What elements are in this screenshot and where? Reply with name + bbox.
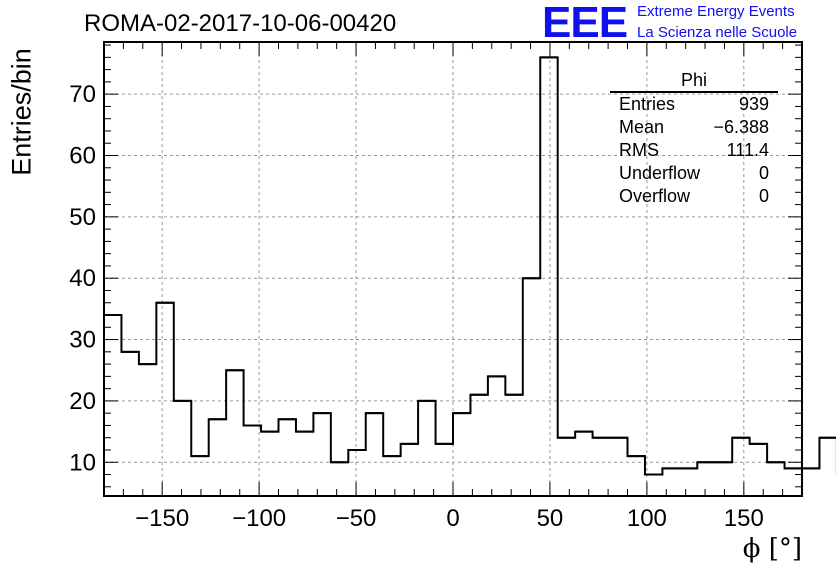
x-tick-label: −150 (135, 505, 189, 532)
y-tick-label: 70 (69, 81, 96, 108)
y-tick-label: 50 (69, 204, 96, 231)
stats-value: −6.388 (713, 117, 769, 137)
stats-box: Phi Entries 939 Mean −6.388 RMS 111.4 Un… (610, 70, 778, 208)
x-tick-label: 50 (537, 505, 564, 532)
stats-row-rms: RMS 111.4 (610, 139, 778, 162)
y-tick-label: 60 (69, 143, 96, 170)
y-tick-label: 40 (69, 265, 96, 292)
stats-row-overflow: Overflow 0 (610, 185, 778, 208)
x-axis-label: ϕ [°] (742, 534, 802, 564)
stats-label: Entries (619, 94, 676, 114)
y-tick-label: 20 (69, 388, 96, 415)
x-tick-label: −100 (232, 505, 286, 532)
stats-label: Overflow (619, 186, 691, 206)
histogram-outline (104, 56, 836, 476)
stats-row-underflow: Underflow 0 (610, 162, 778, 185)
stats-title: Phi (610, 70, 778, 93)
x-tick-label: 0 (446, 505, 459, 532)
stats-value: 0 (758, 186, 769, 206)
y-axis-label: Entries/bin (6, 48, 37, 176)
stats-value: 0 (758, 163, 769, 183)
stats-value: 939 (738, 94, 769, 114)
eee-logo: EEE (542, 0, 628, 47)
x-tick-label: 150 (724, 505, 764, 532)
eee-tagline-2: La Scienza nelle Scuole (637, 24, 798, 41)
stats-value: 111.4 (726, 140, 769, 160)
stats-row-entries: Entries 939 (610, 93, 778, 116)
y-tick-label: 10 (69, 449, 96, 476)
eee-tagline-1: Extreme Energy Events (637, 3, 795, 20)
y-tick-label: 30 (69, 327, 96, 354)
stats-label: Mean (619, 117, 665, 137)
x-tick-label: −50 (336, 505, 377, 532)
stats-label: RMS (619, 140, 659, 160)
stats-label: Underflow (619, 163, 701, 183)
run-title: ROMA-02-2017-10-06-00420 (84, 10, 397, 37)
stats-row-mean: Mean −6.388 (610, 116, 778, 139)
x-tick-label: 100 (627, 505, 667, 532)
